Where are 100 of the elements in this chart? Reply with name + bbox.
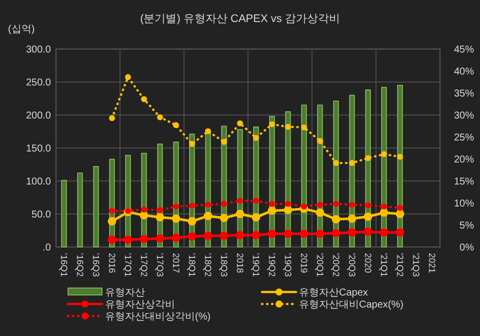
chart-title: (분기별) 유형자산 CAPEX vs 감가상각비 <box>140 13 340 25</box>
x-tick-label: '17Q1 <box>122 253 133 277</box>
point <box>172 234 180 242</box>
point <box>188 232 196 241</box>
x-tick-label: '16Q2 <box>74 253 85 277</box>
x-tick-label: 2016 <box>106 253 117 274</box>
bar <box>61 180 67 248</box>
x-tick-label: '20Q2 <box>330 253 341 277</box>
x-tick-label: '19Q1 <box>250 253 261 277</box>
point <box>157 207 163 214</box>
point <box>156 213 164 222</box>
point <box>317 138 323 144</box>
point <box>141 96 147 102</box>
y2-tick-label: 40% <box>454 66 474 78</box>
point <box>332 228 340 238</box>
point <box>301 204 307 210</box>
point <box>396 228 404 237</box>
legend-label: 유형자산 <box>105 288 145 298</box>
point <box>380 228 388 237</box>
x-tick-label: '20Q1 <box>314 253 325 277</box>
y2-tick-label: 10% <box>454 198 474 210</box>
y-tick-label: 100.0 <box>26 176 52 188</box>
point <box>396 210 404 218</box>
point <box>156 234 164 243</box>
x-tick-label: '18Q2 <box>202 253 213 277</box>
point <box>173 204 179 210</box>
point <box>285 200 291 207</box>
y-tick-label: .0 <box>42 242 52 254</box>
point <box>253 198 259 204</box>
point <box>364 212 372 221</box>
y2-tick-label: 30% <box>454 110 474 122</box>
y2-tick-label: 0% <box>460 242 474 254</box>
point <box>365 155 371 162</box>
point <box>237 120 243 126</box>
point <box>221 138 227 145</box>
point <box>333 200 339 207</box>
point <box>221 200 227 207</box>
x-tick-label: '17Q2 <box>138 253 149 277</box>
y2-tick-label: 20% <box>454 154 474 166</box>
point <box>237 198 243 204</box>
point <box>397 154 403 160</box>
point <box>332 215 340 224</box>
x-tick-label: '21Q2 <box>394 253 405 277</box>
y2-tick-label: 35% <box>454 88 474 100</box>
point <box>284 206 292 214</box>
point <box>333 160 339 166</box>
y-axis-title: (십억) <box>8 24 35 35</box>
y2-tick-label: 25% <box>454 132 474 144</box>
point <box>397 204 403 211</box>
x-tick-label: '21Q3 <box>410 253 421 277</box>
point <box>300 230 308 238</box>
point <box>364 228 372 236</box>
point <box>140 211 148 220</box>
x-tick-label: '19Q2 <box>266 253 277 277</box>
point <box>124 236 132 244</box>
x-tick-label: 2018 <box>234 253 245 274</box>
point <box>269 121 275 128</box>
x-tick-label: 2021 <box>426 253 437 274</box>
legend-label: 유형자산대비Capex(%) <box>299 300 404 310</box>
point <box>172 214 180 223</box>
y-tick-label: 50.0 <box>32 210 52 220</box>
x-tick-label: '21Q1 <box>378 253 389 277</box>
point <box>109 208 115 214</box>
point <box>109 115 115 122</box>
x-tick-label: '18Q1 <box>186 253 197 277</box>
x-tick-label: 2019 <box>298 253 309 274</box>
x-tick-label: '16Q1 <box>58 253 69 277</box>
point <box>205 202 211 208</box>
point <box>108 217 116 226</box>
point <box>269 200 275 207</box>
y2-tick-label: 15% <box>454 176 474 188</box>
point <box>157 114 163 120</box>
point <box>268 230 276 238</box>
point <box>285 124 291 130</box>
bar <box>77 172 83 248</box>
point <box>365 202 371 208</box>
x-tick-label: '18Q3 <box>218 253 229 277</box>
point <box>204 232 212 240</box>
point <box>301 124 307 130</box>
y-tick-label: 150.0 <box>26 144 52 154</box>
point <box>380 208 388 217</box>
point <box>141 206 147 213</box>
y2-tick-label: 5% <box>460 220 474 232</box>
legend-label: 유형자산대비상각비(%) <box>105 312 211 322</box>
point <box>108 236 116 244</box>
point <box>188 217 196 226</box>
x-tick-label: '19Q3 <box>282 253 293 277</box>
point <box>381 204 387 210</box>
point <box>284 230 292 238</box>
point <box>268 206 276 215</box>
point <box>140 234 148 244</box>
point <box>316 230 324 238</box>
point <box>381 151 387 158</box>
point <box>189 202 195 209</box>
point <box>173 122 179 128</box>
point <box>349 202 355 208</box>
point <box>125 74 131 80</box>
x-tick-label: '17Q3 <box>154 253 165 277</box>
y-tick-label: 200.0 <box>26 110 52 122</box>
y-tick-label: 250.0 <box>26 78 52 88</box>
